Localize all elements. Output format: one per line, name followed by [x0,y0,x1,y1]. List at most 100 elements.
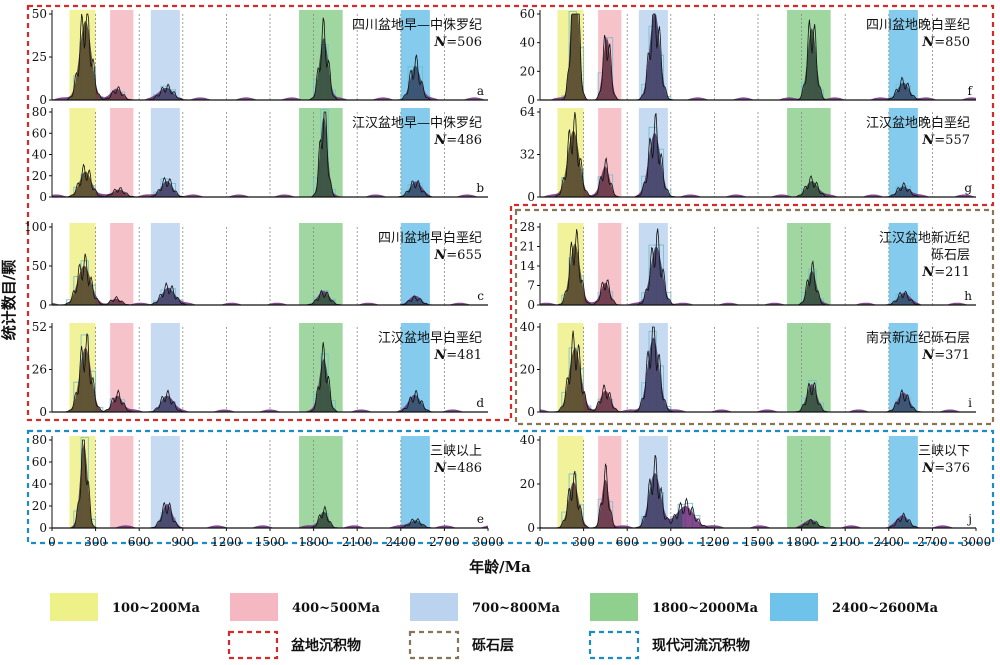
age-band-2 [598,323,622,412]
legend-frame-3 [588,630,640,660]
panel-d: 0 26 52 江汉盆地早白垩纪 N=481 d [32,320,488,419]
density-peak-fill [54,445,111,528]
density-peak-fill [95,189,148,197]
y-tick-label: 40 [520,36,535,50]
x-tick-label: 2400 [386,535,417,549]
panel-letter: e [477,512,484,526]
sample-count: N=376 [921,461,970,476]
density-peak-fill [583,479,636,528]
density-peak-fill [874,186,933,197]
panel-title: 江汉盆地晚白垩纪 [866,115,970,131]
sample-count: N=850 [921,35,970,50]
y-tick-label: 80 [32,433,47,447]
x-tick-label: 1200 [699,535,730,549]
legend-frame-2 [408,630,460,660]
density-peak-fill [772,386,846,412]
sample-count: N=481 [433,348,482,363]
x-tick-label: 2100 [830,535,861,549]
x-tick-label: 1500 [743,535,774,549]
x-tick-label: 300 [572,535,595,549]
sample-count: N=486 [433,133,482,148]
sample-count: N=371 [921,348,970,363]
y-tick-label: 50 [32,7,47,21]
panel-b: 0 20 40 60 80 江汉盆地早—中侏罗纪 N=486 b [32,105,488,204]
sample-count: N=655 [433,248,482,263]
panel-letter: i [968,396,972,410]
legend-swatch-1 [50,593,98,621]
panel-title-line2: 砾石层 [931,248,970,263]
age-band-5 [888,223,918,305]
density-peak-fill [624,473,683,528]
density-peak-fill [284,293,358,305]
y-tick-label: 20 [520,363,535,377]
panel-f: 0 20 40 60 四川盆地晚白垩纪 N=850 f [520,7,976,107]
panel-letter: g [964,181,972,195]
y-tick-label: 20 [520,477,535,491]
x-tick-label: 3000 [961,535,992,549]
density-peak-fill [583,390,636,412]
n-symbol: N [921,133,935,148]
legend-swatch-2 [230,593,278,621]
density-peak-fill [583,39,636,100]
sample-count: N=211 [921,265,970,280]
y-tick-label: 25 [32,50,47,64]
density-peak-fill [624,246,683,305]
density-peak-fill [284,511,358,528]
sample-count: N=486 [433,461,482,476]
panel-letter: j [966,512,972,526]
age-band-5 [400,436,430,528]
panel-title: 四川盆地早白垩纪 [378,230,482,246]
x-tick-label: 3000 [473,535,504,549]
density-peak-fill [284,117,358,197]
age-band-2 [110,223,134,305]
n-value: =486 [446,461,482,476]
y-tick-label: 60 [32,126,47,140]
density-peak-fill [54,20,111,100]
sample-count: N=557 [921,133,970,148]
legend-label-3: 700~800Ma [472,601,561,616]
y-tick-label: 64 [520,105,536,119]
x-axis-label: 年龄/Ma [469,558,531,576]
density-peak-fill [136,395,195,412]
age-band-2 [110,323,134,412]
n-value: =376 [934,461,970,476]
y-tick-label: 100 [24,220,47,234]
y-tick-label: 0 [527,405,535,419]
density-peak-fill [136,506,195,528]
density-peak-fill [772,271,846,305]
n-symbol: N [921,461,935,476]
x-tick-label: 1800 [786,535,817,549]
frame-modern-river [26,429,995,545]
legend-label-4: 1800~2000Ma [652,601,759,616]
density-peak-fill [136,287,195,305]
x-tick-label: 2100 [342,535,373,549]
density-peak-fill [874,293,933,305]
legend-label-1: 100~200Ma [112,601,201,616]
y-tick-label: 0 [527,93,535,107]
age-band-5 [888,436,918,528]
legend-group-label-3: 现代河流沉积物 [652,637,750,654]
panel-title: 四川盆地晚白垩纪 [866,17,970,33]
y-tick-label: 52 [32,320,47,334]
y-tick-label: 40 [32,148,47,162]
age-band-5 [888,108,918,197]
x-tick-label: 600 [128,535,151,549]
density-peak-fill [386,298,445,305]
y-tick-label: 26 [32,363,47,377]
legend-frame-1 [227,630,279,660]
age-band-4 [299,436,343,528]
y-tick-label: 32 [520,148,535,162]
density-peak-fill [624,337,683,412]
age-band-4 [787,108,831,197]
legend-group-label-2: 砾石层 [472,637,514,654]
panel-g: 0 32 64 江汉盆地晚白垩纪 N=557 g [520,105,976,204]
density-peak-fill [54,266,111,305]
panel-letter: a [477,84,484,98]
x-tick-label: 900 [659,535,682,549]
n-value: =655 [446,248,482,263]
y-axis-label: 统计数目/颗 [0,260,18,340]
density-peak-fill [136,181,195,197]
n-value: =486 [446,133,482,148]
